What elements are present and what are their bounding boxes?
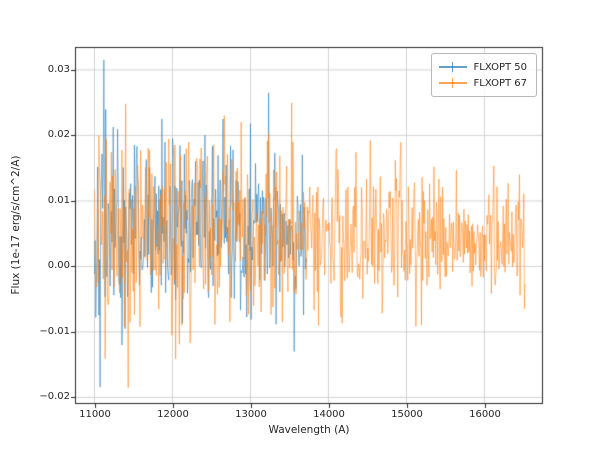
x-tick-label: 15000 bbox=[391, 409, 423, 420]
y-tick-label: −0.02 bbox=[39, 391, 70, 402]
errorbar-line-sample bbox=[438, 61, 467, 73]
legend-errorbar-icon bbox=[451, 78, 454, 88]
x-tick-label: 13000 bbox=[235, 409, 267, 420]
y-tick-label: 0.02 bbox=[47, 129, 70, 140]
errorbar-line-sample bbox=[438, 77, 467, 89]
y-tick-label: −0.01 bbox=[39, 326, 70, 337]
legend-label: FLXOPT 67 bbox=[473, 77, 527, 89]
x-tick-label: 14000 bbox=[313, 409, 345, 420]
legend: FLXOPT 50 FLXOPT 67 bbox=[430, 53, 537, 97]
y-tick-label: 0.00 bbox=[47, 260, 70, 271]
y-tick-label: 0.03 bbox=[47, 64, 70, 75]
x-tick-label: 12000 bbox=[157, 409, 189, 420]
legend-errorbar-icon bbox=[451, 62, 454, 72]
legend-item: FLXOPT 50 bbox=[438, 59, 527, 75]
legend-item: FLXOPT 67 bbox=[438, 75, 527, 91]
y-tick-label: 0.01 bbox=[47, 195, 70, 206]
x-tick-label: 16000 bbox=[469, 409, 501, 420]
x-axis-label: Wavelength (A) bbox=[268, 424, 350, 436]
y-axis-label: Flux (1e-17 erg/s/cm^2/A) bbox=[10, 155, 22, 295]
x-tick-label: 11000 bbox=[79, 409, 111, 420]
legend-label: FLXOPT 50 bbox=[473, 61, 527, 73]
